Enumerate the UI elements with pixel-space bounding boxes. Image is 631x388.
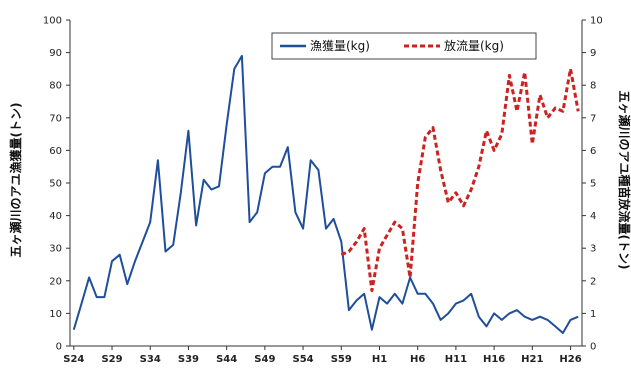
x-tick-label: H21 [521, 354, 543, 365]
legend-label-catch: 漁獲量(kg) [310, 39, 370, 53]
left-y-tick-label: 30 [49, 244, 62, 255]
left-y-tick-label: 20 [49, 276, 62, 287]
left-y-tick-label: 70 [49, 113, 62, 124]
x-tick-label: H26 [559, 354, 581, 365]
x-tick-label: S29 [101, 354, 122, 365]
right-y-axis-label: 五ヶ瀬川のアユ種苗放流量(トン) [617, 91, 631, 270]
right-y-tick-label: 8 [590, 81, 596, 92]
right-y-tick-label: 0 [590, 342, 596, 353]
x-tick-label: S34 [140, 354, 161, 365]
left-y-tick-label: 0 [56, 342, 62, 353]
left-y-tick-label: 10 [49, 309, 62, 320]
left-y-tick-label: 100 [43, 16, 62, 27]
right-y-tick-label: 5 [590, 179, 596, 190]
right-y-ticks: 0 1 2 3 4 5 6 7 8 9 10 [582, 16, 603, 353]
x-ticks: S24 S29 S34 S39 S44 S49 S54 S59 H1 H6 H11 H16 H21 H26 [63, 346, 582, 365]
left-y-axis-label: 五ヶ瀬川のアユ漁獲量(トン) [8, 103, 23, 258]
x-tick-label: H6 [410, 354, 425, 365]
right-y-tick-label: 10 [590, 16, 603, 27]
x-tick-label: H16 [483, 354, 505, 365]
axes [69, 20, 583, 347]
x-tick-label: S24 [63, 354, 84, 365]
right-y-tick-label: 9 [590, 48, 596, 59]
right-y-tick-label: 6 [590, 146, 596, 157]
left-y-tick-label: 50 [49, 179, 62, 190]
x-tick-label: S39 [178, 354, 199, 365]
series-line-catch [72, 54, 579, 334]
x-tick-label: S49 [254, 354, 275, 365]
x-tick-label: H1 [372, 354, 387, 365]
left-y-tick-label: 90 [49, 48, 62, 59]
legend-label-release: 放流量(kg) [444, 38, 504, 53]
x-tick-label: S54 [293, 354, 314, 365]
right-y-tick-label: 1 [590, 309, 596, 320]
series-line-release [340, 67, 580, 293]
x-tick-label: S59 [331, 354, 352, 365]
x-tick-label: H11 [445, 354, 467, 365]
right-y-tick-label: 2 [590, 276, 596, 287]
left-y-tick-label: 60 [49, 146, 62, 157]
left-y-ticks: 0 10 20 30 40 50 60 70 80 90 100 [43, 16, 70, 353]
right-y-tick-label: 7 [590, 113, 596, 124]
series-layer [72, 54, 580, 334]
left-y-tick-label: 40 [49, 211, 62, 222]
left-y-tick-label: 80 [49, 81, 62, 92]
legend: 漁獲量(kg) 放流量(kg) [271, 32, 537, 60]
right-y-tick-label: 4 [590, 211, 596, 222]
right-y-tick-label: 3 [590, 244, 596, 255]
x-tick-label: S44 [216, 354, 237, 365]
